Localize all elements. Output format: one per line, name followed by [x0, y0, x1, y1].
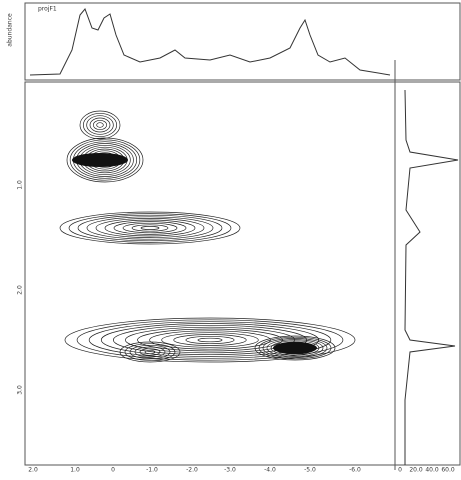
contour — [88, 321, 332, 359]
right-tick-label: 0 — [398, 467, 402, 474]
contour — [68, 213, 232, 243]
right-tick-label: 60.0 — [441, 467, 455, 474]
contour — [139, 348, 161, 356]
contour — [92, 119, 108, 131]
contour — [258, 336, 332, 360]
contour — [144, 349, 156, 355]
contour — [137, 328, 283, 352]
x-tick-label: -6.0 — [349, 467, 361, 474]
x-tick-label: -3.0 — [224, 467, 236, 474]
axes: 2.0 1.0 0 -1.0 -2.0 -3.0 -4.0 -5.0 -6.0 1.0 2.0 3.0… — [17, 180, 455, 473]
contour — [86, 115, 114, 135]
right-tick-label: 20.0 — [409, 467, 423, 474]
contour — [82, 112, 118, 138]
contour — [173, 334, 247, 346]
right-projection — [404, 89, 459, 465]
main-panel — [24, 81, 396, 466]
contour — [197, 337, 223, 343]
contour — [89, 117, 111, 133]
x-tick-label: 1.0 — [70, 467, 80, 474]
contour — [122, 222, 178, 234]
x-tick-label: -4.0 — [264, 467, 276, 474]
contour — [76, 319, 344, 361]
top-panel — [24, 2, 461, 81]
contour — [185, 335, 235, 345]
contour — [95, 218, 205, 238]
top-label: projF1 — [38, 6, 57, 13]
contours — [59, 110, 356, 363]
contour — [86, 216, 214, 240]
x-tick-label: -2.0 — [186, 467, 198, 474]
contour — [66, 137, 144, 183]
contour — [96, 122, 104, 128]
contour-core — [273, 342, 317, 354]
x-tick-label: 2.0 — [28, 467, 38, 474]
contour — [59, 211, 241, 245]
contour — [254, 335, 336, 361]
x-tick-label: 0 — [111, 467, 115, 474]
contour — [124, 343, 176, 361]
contour — [104, 219, 196, 237]
contour — [134, 346, 166, 358]
contour — [77, 214, 223, 242]
contour-core — [72, 153, 128, 167]
contour — [69, 139, 141, 181]
y-tick-label: 1.0 — [17, 180, 24, 190]
contour — [131, 224, 169, 232]
contour — [119, 341, 181, 363]
contour — [125, 326, 295, 354]
contour — [270, 340, 320, 356]
x-tick-label: -5.0 — [304, 467, 316, 474]
contour — [129, 344, 171, 360]
contour — [262, 338, 328, 358]
top-axis-label: abundance — [7, 13, 14, 47]
right-tick-label: 40.0 — [425, 467, 439, 474]
contour — [161, 332, 259, 348]
y-tick-label: 2.0 — [17, 285, 24, 295]
top-projection — [29, 8, 391, 76]
x-tick-label: -1.0 — [146, 467, 158, 474]
contour — [113, 221, 187, 235]
contour — [79, 110, 121, 140]
contour — [64, 317, 356, 363]
y-tick-label: 3.0 — [17, 385, 24, 395]
contour — [140, 226, 160, 230]
contour — [266, 339, 324, 357]
